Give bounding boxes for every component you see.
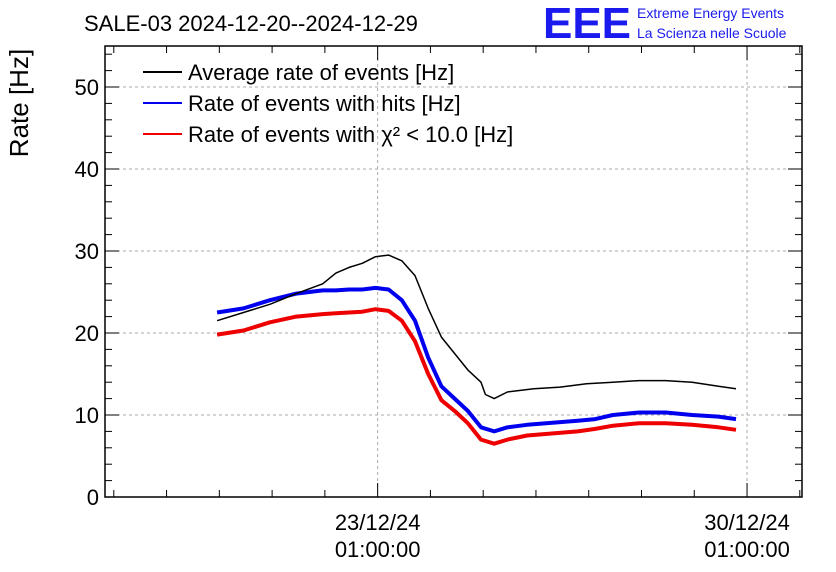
chart-title: SALE-03 2024-12-20--2024-12-29 [84, 11, 418, 36]
eee-logo-line2: La Scienza nelle Scuole [637, 25, 787, 41]
eee-logo-mark: EEE [543, 0, 631, 48]
legend-label-hits: Rate of events with hits [Hz] [188, 91, 461, 116]
x-tick-label-date: 23/12/24 [335, 510, 421, 535]
series-line-hits [216, 285, 737, 434]
eee-logo-line1: Extreme Energy Events [637, 5, 784, 21]
y-axis-label: Rate [Hz] [4, 49, 34, 157]
y-tick-label: 30 [75, 239, 99, 264]
y-tick-label: 10 [75, 403, 99, 428]
legend-label-chi2: Rate of events with χ² < 10.0 [Hz] [188, 122, 513, 147]
legend-label-average: Average rate of events [Hz] [188, 60, 454, 85]
eee-logo: EEE Extreme Energy Events La Scienza nel… [543, 0, 787, 48]
x-tick-label-date: 30/12/24 [704, 510, 790, 535]
series-lines [216, 254, 737, 446]
y-tick-label: 20 [75, 321, 99, 346]
y-tick-label: 50 [75, 75, 99, 100]
x-tick-label-time: 01:00:00 [704, 537, 790, 562]
series-line-chi2 [216, 307, 737, 446]
plot-frame [104, 45, 803, 498]
x-tick-label-time: 01:00:00 [335, 537, 421, 562]
y-tick-label: 40 [75, 157, 99, 182]
y-tick-label: 0 [87, 485, 99, 510]
axis-ticks: 0102030405023/12/2401:00:0030/12/2401:00… [75, 46, 802, 562]
legend: Average rate of events [Hz] Rate of even… [143, 60, 513, 147]
series-line-average [216, 254, 737, 400]
